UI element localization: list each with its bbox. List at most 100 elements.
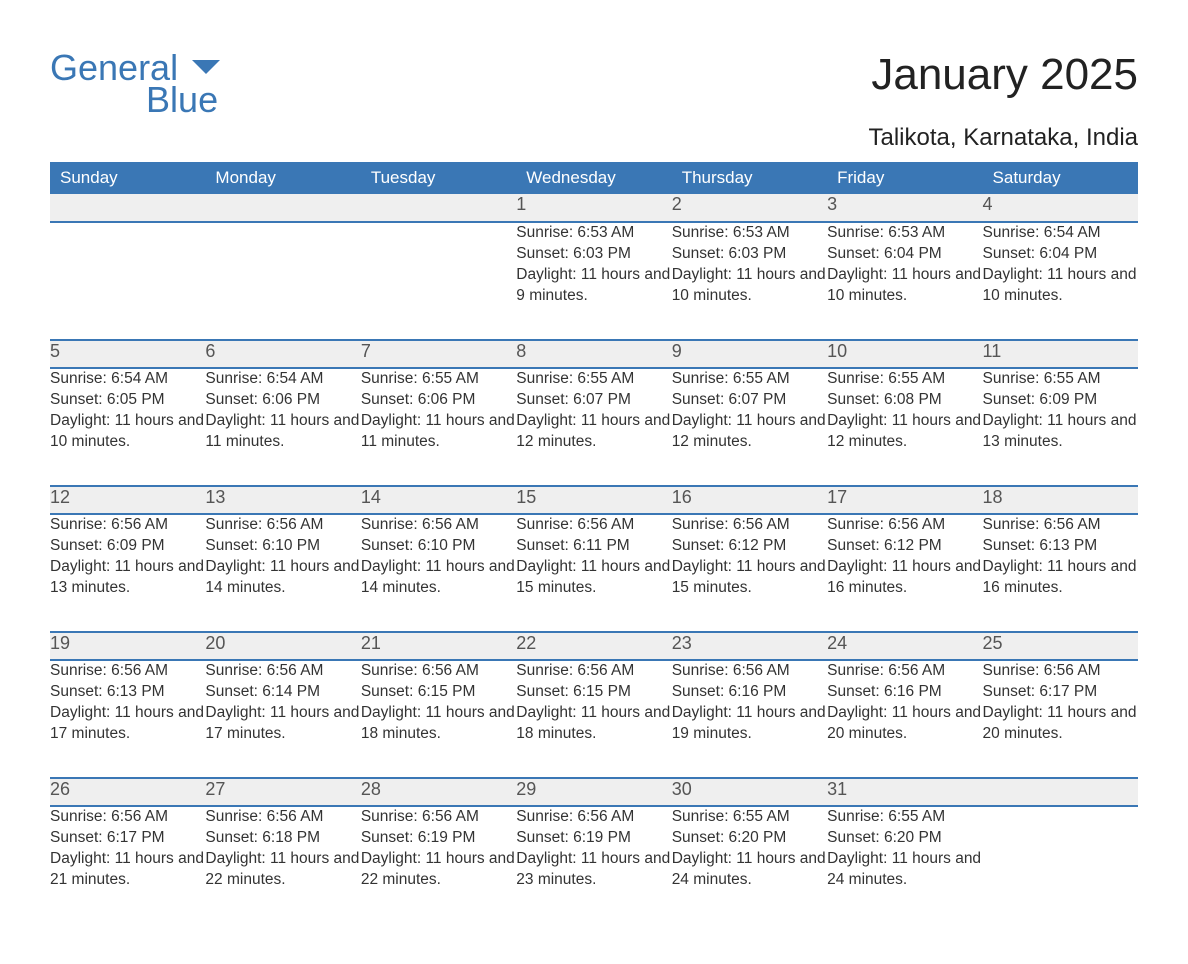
sunrise-line: Sunrise: 6:55 AM <box>983 369 1138 390</box>
sunset-line: Sunset: 6:08 PM <box>827 390 982 411</box>
day-body-cell: Sunrise: 6:56 AMSunset: 6:13 PMDaylight:… <box>983 514 1138 632</box>
day-number-cell: 31 <box>827 778 982 806</box>
day-number-cell <box>361 194 516 222</box>
daynum-row: 262728293031 <box>50 778 1138 806</box>
sunrise-line: Sunrise: 6:53 AM <box>516 223 671 244</box>
day-body-cell: Sunrise: 6:55 AMSunset: 6:20 PMDaylight:… <box>827 806 982 924</box>
sunrise-line: Sunrise: 6:56 AM <box>50 515 205 536</box>
sunrise-line: Sunrise: 6:56 AM <box>516 515 671 536</box>
day-body-cell <box>205 222 360 340</box>
day-body-cell: Sunrise: 6:56 AMSunset: 6:19 PMDaylight:… <box>516 806 671 924</box>
day-number-cell: 20 <box>205 632 360 660</box>
day-number-cell <box>50 194 205 222</box>
calendar-body: 1234Sunrise: 6:53 AMSunset: 6:03 PMDayli… <box>50 194 1138 924</box>
sunset-line: Sunset: 6:16 PM <box>672 682 827 703</box>
day-number-cell: 6 <box>205 340 360 368</box>
daylight-line: Daylight: 11 hours and 18 minutes. <box>516 703 671 745</box>
daybody-row: Sunrise: 6:56 AMSunset: 6:09 PMDaylight:… <box>50 514 1138 632</box>
daynum-row: 1234 <box>50 194 1138 222</box>
sunrise-line: Sunrise: 6:55 AM <box>672 369 827 390</box>
day-number-cell: 25 <box>983 632 1138 660</box>
daylight-line: Daylight: 11 hours and 10 minutes. <box>827 265 982 307</box>
weekday-header: Thursday <box>672 162 827 194</box>
day-number-cell: 19 <box>50 632 205 660</box>
day-body-cell: Sunrise: 6:56 AMSunset: 6:19 PMDaylight:… <box>361 806 516 924</box>
day-number-cell: 16 <box>672 486 827 514</box>
daylight-line: Daylight: 11 hours and 24 minutes. <box>672 849 827 891</box>
day-number-cell: 5 <box>50 340 205 368</box>
flag-icon <box>192 60 220 80</box>
day-body-cell: Sunrise: 6:56 AMSunset: 6:09 PMDaylight:… <box>50 514 205 632</box>
daylight-line: Daylight: 11 hours and 10 minutes. <box>983 265 1138 307</box>
brand-text: General Blue <box>50 50 220 118</box>
daylight-line: Daylight: 11 hours and 16 minutes. <box>983 557 1138 599</box>
daylight-line: Daylight: 11 hours and 17 minutes. <box>50 703 205 745</box>
daylight-line: Daylight: 11 hours and 18 minutes. <box>361 703 516 745</box>
sunrise-line: Sunrise: 6:54 AM <box>205 369 360 390</box>
sunset-line: Sunset: 6:10 PM <box>361 536 516 557</box>
sunrise-line: Sunrise: 6:55 AM <box>516 369 671 390</box>
location: Talikota, Karnataka, India <box>50 124 1138 152</box>
sunrise-line: Sunrise: 6:56 AM <box>361 515 516 536</box>
sunset-line: Sunset: 6:19 PM <box>516 828 671 849</box>
day-body-cell: Sunrise: 6:56 AMSunset: 6:15 PMDaylight:… <box>516 660 671 778</box>
weekday-header: Saturday <box>983 162 1138 194</box>
sunrise-line: Sunrise: 6:56 AM <box>361 807 516 828</box>
month-title: January 2025 <box>871 50 1138 100</box>
daynum-row: 12131415161718 <box>50 486 1138 514</box>
sunrise-line: Sunrise: 6:56 AM <box>983 661 1138 682</box>
daylight-line: Daylight: 11 hours and 10 minutes. <box>672 265 827 307</box>
sunset-line: Sunset: 6:09 PM <box>50 536 205 557</box>
day-body-cell: Sunrise: 6:56 AMSunset: 6:11 PMDaylight:… <box>516 514 671 632</box>
sunrise-line: Sunrise: 6:56 AM <box>205 807 360 828</box>
sunrise-line: Sunrise: 6:54 AM <box>50 369 205 390</box>
day-body-cell: Sunrise: 6:55 AMSunset: 6:08 PMDaylight:… <box>827 368 982 486</box>
daylight-line: Daylight: 11 hours and 20 minutes. <box>983 703 1138 745</box>
title-block: January 2025 <box>871 50 1138 100</box>
daybody-row: Sunrise: 6:53 AMSunset: 6:03 PMDaylight:… <box>50 222 1138 340</box>
day-body-cell: Sunrise: 6:56 AMSunset: 6:18 PMDaylight:… <box>205 806 360 924</box>
day-body-cell: Sunrise: 6:56 AMSunset: 6:10 PMDaylight:… <box>361 514 516 632</box>
weekday-header: Tuesday <box>361 162 516 194</box>
daybody-row: Sunrise: 6:56 AMSunset: 6:17 PMDaylight:… <box>50 806 1138 924</box>
sunset-line: Sunset: 6:05 PM <box>50 390 205 411</box>
day-number-cell: 4 <box>983 194 1138 222</box>
sunset-line: Sunset: 6:06 PM <box>205 390 360 411</box>
weekday-header: Wednesday <box>516 162 671 194</box>
sunrise-line: Sunrise: 6:56 AM <box>205 515 360 536</box>
sunset-line: Sunset: 6:12 PM <box>827 536 982 557</box>
daylight-line: Daylight: 11 hours and 11 minutes. <box>361 411 516 453</box>
day-body-cell: Sunrise: 6:53 AMSunset: 6:03 PMDaylight:… <box>516 222 671 340</box>
day-number-cell: 24 <box>827 632 982 660</box>
day-body-cell: Sunrise: 6:56 AMSunset: 6:13 PMDaylight:… <box>50 660 205 778</box>
daylight-line: Daylight: 11 hours and 9 minutes. <box>516 265 671 307</box>
day-body-cell: Sunrise: 6:56 AMSunset: 6:17 PMDaylight:… <box>983 660 1138 778</box>
sunrise-line: Sunrise: 6:56 AM <box>50 807 205 828</box>
sunrise-line: Sunrise: 6:56 AM <box>672 515 827 536</box>
sunset-line: Sunset: 6:12 PM <box>672 536 827 557</box>
daylight-line: Daylight: 11 hours and 12 minutes. <box>672 411 827 453</box>
sunset-line: Sunset: 6:14 PM <box>205 682 360 703</box>
sunset-line: Sunset: 6:17 PM <box>983 682 1138 703</box>
day-number-cell: 2 <box>672 194 827 222</box>
sunrise-line: Sunrise: 6:53 AM <box>672 223 827 244</box>
sunrise-line: Sunrise: 6:55 AM <box>672 807 827 828</box>
weekday-header: Sunday <box>50 162 205 194</box>
daylight-line: Daylight: 11 hours and 24 minutes. <box>827 849 982 891</box>
daylight-line: Daylight: 11 hours and 16 minutes. <box>827 557 982 599</box>
sunrise-line: Sunrise: 6:55 AM <box>827 807 982 828</box>
day-body-cell: Sunrise: 6:56 AMSunset: 6:12 PMDaylight:… <box>672 514 827 632</box>
weekday-header-row: Sunday Monday Tuesday Wednesday Thursday… <box>50 162 1138 194</box>
day-body-cell: Sunrise: 6:54 AMSunset: 6:06 PMDaylight:… <box>205 368 360 486</box>
day-number-cell: 18 <box>983 486 1138 514</box>
day-number-cell: 10 <box>827 340 982 368</box>
calendar-table: Sunday Monday Tuesday Wednesday Thursday… <box>50 162 1138 924</box>
daylight-line: Daylight: 11 hours and 12 minutes. <box>516 411 671 453</box>
day-body-cell <box>50 222 205 340</box>
daynum-row: 567891011 <box>50 340 1138 368</box>
day-body-cell: Sunrise: 6:55 AMSunset: 6:07 PMDaylight:… <box>516 368 671 486</box>
daylight-line: Daylight: 11 hours and 14 minutes. <box>361 557 516 599</box>
daylight-line: Daylight: 11 hours and 21 minutes. <box>50 849 205 891</box>
sunrise-line: Sunrise: 6:56 AM <box>50 661 205 682</box>
sunset-line: Sunset: 6:20 PM <box>672 828 827 849</box>
